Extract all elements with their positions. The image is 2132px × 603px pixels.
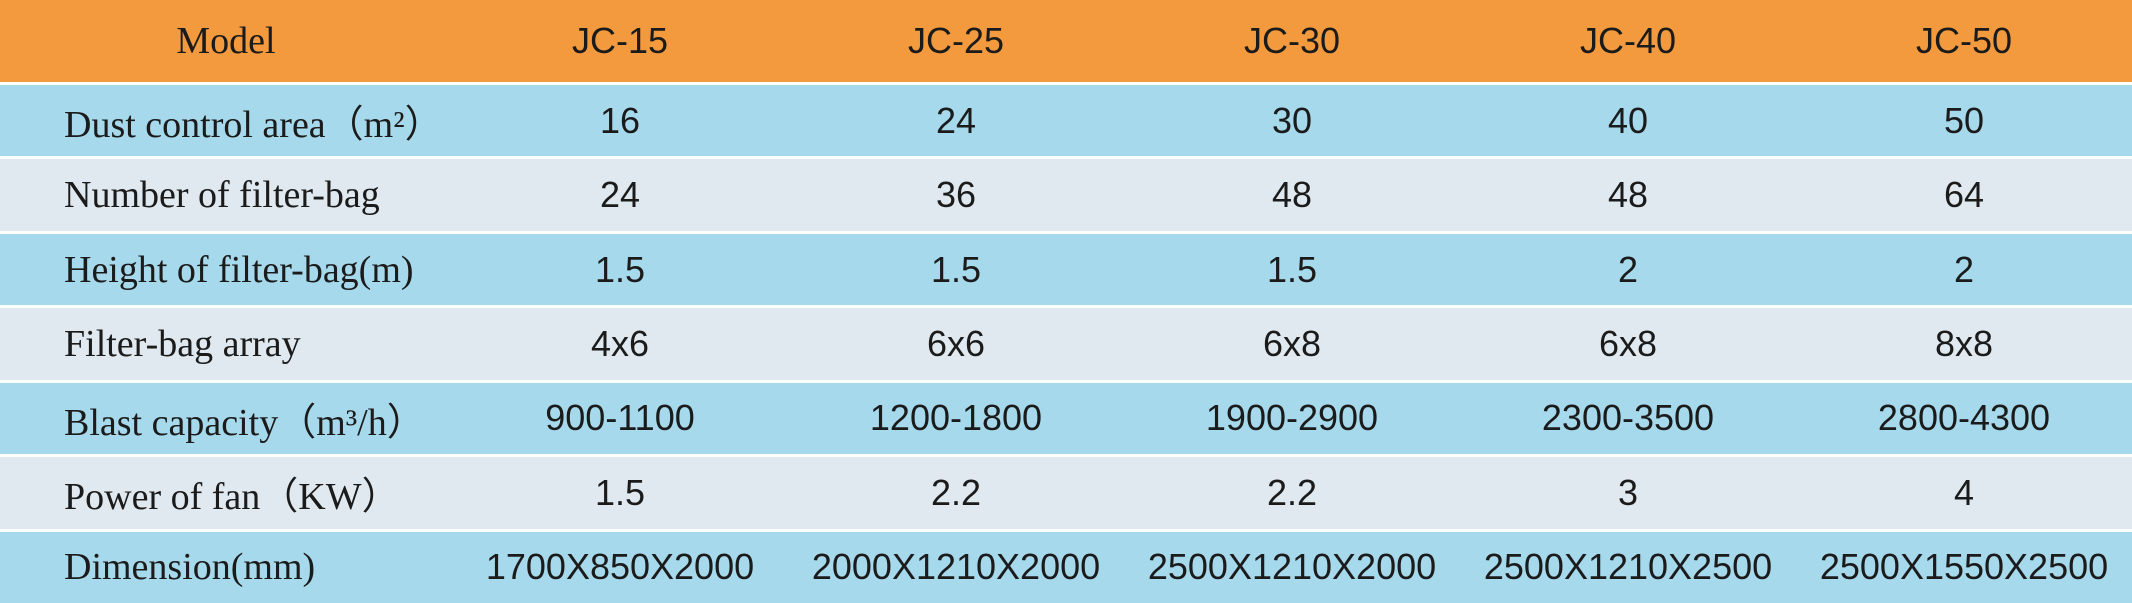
row-value: 1700X850X2000 (452, 531, 788, 603)
row-value: 2.2 (1124, 457, 1460, 529)
row-value: 4x6 (452, 308, 788, 380)
row-value: 1.5 (1124, 233, 1460, 306)
row-value: 50 (1796, 85, 2132, 157)
row-value: 1900-2900 (1124, 382, 1460, 455)
row-value: 2800-4300 (1796, 382, 2132, 455)
row-value: 1.5 (452, 457, 788, 529)
row-value: 6x8 (1124, 308, 1460, 380)
row-value: 2500X1210X2500 (1460, 531, 1796, 603)
header-model: JC-30 (1124, 0, 1460, 82)
row-value: 2.2 (788, 457, 1124, 529)
row-value: 6x6 (788, 308, 1124, 380)
row-value: 6x8 (1460, 308, 1796, 380)
row-value: 40 (1460, 85, 1796, 157)
header-label: Model (0, 0, 452, 82)
header-model: JC-25 (788, 0, 1124, 82)
header-model: JC-40 (1460, 0, 1796, 82)
header-model: JC-15 (452, 0, 788, 82)
row-value: 8x8 (1796, 308, 2132, 380)
row-value: 24 (452, 159, 788, 231)
row-value: 16 (452, 85, 788, 157)
row-label: Height of filter-bag(m) (0, 233, 452, 306)
row-value: 48 (1460, 159, 1796, 231)
row-label: Blast capacity（m³/h） (0, 382, 452, 455)
row-value: 1.5 (788, 233, 1124, 306)
row-value: 1200-1800 (788, 382, 1124, 455)
row-value: 2 (1796, 233, 2132, 306)
row-value: 900-1100 (452, 382, 788, 455)
row-value: 1.5 (452, 233, 788, 306)
row-value: 2500X1550X2500 (1796, 531, 2132, 603)
row-value: 4 (1796, 457, 2132, 529)
row-label: Power of fan（KW） (0, 457, 452, 529)
header-model: JC-50 (1796, 0, 2132, 82)
row-value: 3 (1460, 457, 1796, 529)
row-label: Filter-bag array (0, 308, 452, 380)
row-value: 30 (1124, 85, 1460, 157)
row-label: Dust control area（m²） (0, 85, 452, 157)
row-value: 36 (788, 159, 1124, 231)
row-value: 2000X1210X2000 (788, 531, 1124, 603)
row-label: Number of filter-bag (0, 159, 452, 231)
row-label: Dimension(mm) (0, 531, 452, 603)
row-value: 2 (1460, 233, 1796, 306)
row-value: 2300-3500 (1460, 382, 1796, 455)
row-value: 2500X1210X2000 (1124, 531, 1460, 603)
row-value: 64 (1796, 159, 2132, 231)
row-value: 24 (788, 85, 1124, 157)
row-value: 48 (1124, 159, 1460, 231)
